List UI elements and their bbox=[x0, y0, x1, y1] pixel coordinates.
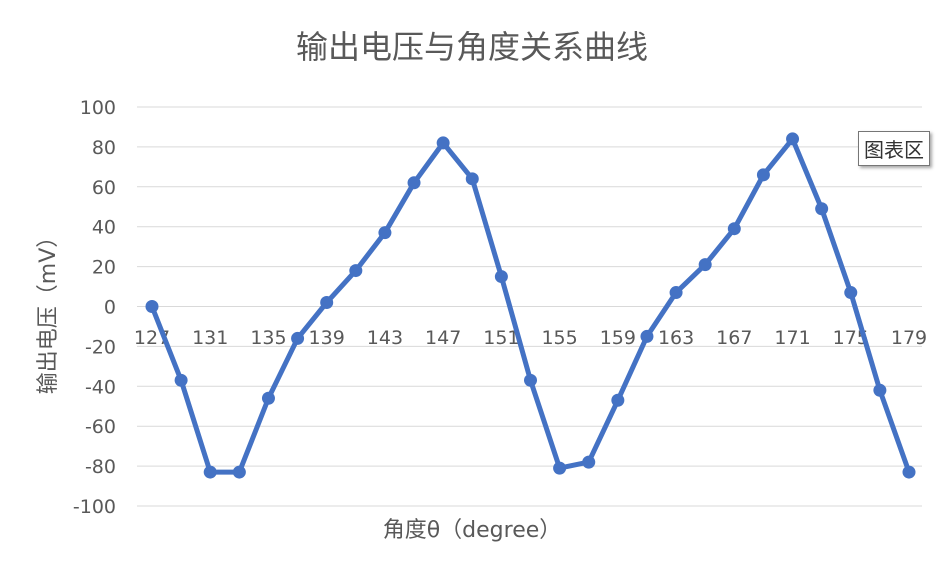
x-tick-label: 155 bbox=[541, 327, 577, 349]
x-tick-label: 163 bbox=[658, 327, 694, 349]
x-tick-label: 159 bbox=[600, 327, 636, 349]
y-tick-label: -20 bbox=[85, 336, 116, 358]
data-point[interactable] bbox=[378, 226, 392, 240]
data-point[interactable] bbox=[320, 296, 334, 310]
data-point[interactable] bbox=[407, 176, 421, 190]
data-point[interactable] bbox=[786, 132, 800, 146]
y-tick-label: 20 bbox=[92, 257, 116, 279]
x-tick-label: 179 bbox=[891, 327, 927, 349]
y-tick-label: -80 bbox=[85, 456, 116, 478]
chart-title: 输出电压与角度关系曲线 bbox=[295, 28, 648, 66]
chart-area-tooltip: 图表区 bbox=[858, 131, 930, 166]
data-point[interactable] bbox=[669, 286, 683, 300]
data-point[interactable] bbox=[553, 461, 567, 475]
data-point[interactable] bbox=[291, 331, 305, 345]
data-point[interactable] bbox=[465, 172, 479, 186]
data-point[interactable] bbox=[756, 168, 770, 182]
x-tick-label: 131 bbox=[192, 327, 228, 349]
y-tick-label: -100 bbox=[73, 496, 116, 518]
data-point[interactable] bbox=[174, 373, 188, 387]
data-point[interactable] bbox=[844, 286, 858, 300]
y-tick-label: 100 bbox=[80, 97, 116, 119]
data-point[interactable] bbox=[815, 202, 829, 216]
x-tick-label: 171 bbox=[774, 327, 810, 349]
x-tick-label: 135 bbox=[250, 327, 286, 349]
data-point[interactable] bbox=[436, 136, 450, 150]
data-point[interactable] bbox=[145, 300, 159, 313]
x-tick-label: 175 bbox=[833, 327, 869, 349]
data-point[interactable] bbox=[232, 465, 246, 479]
x-tick-label: 139 bbox=[309, 327, 345, 349]
x-tick-label: 143 bbox=[367, 327, 403, 349]
data-point[interactable] bbox=[582, 455, 596, 469]
data-point[interactable] bbox=[611, 393, 625, 407]
data-point[interactable] bbox=[349, 264, 363, 278]
data-point[interactable] bbox=[727, 222, 741, 236]
data-point[interactable] bbox=[203, 465, 217, 479]
x-tick-label: 151 bbox=[483, 327, 519, 349]
data-point[interactable] bbox=[524, 373, 537, 387]
data-point[interactable] bbox=[873, 383, 887, 397]
x-tick-label: 167 bbox=[716, 327, 752, 349]
data-point[interactable] bbox=[640, 329, 654, 343]
y-tick-label: 60 bbox=[92, 177, 116, 199]
y-tick-label: 40 bbox=[92, 217, 116, 239]
data-point[interactable] bbox=[698, 258, 712, 272]
data-point[interactable] bbox=[261, 391, 275, 405]
data-point[interactable] bbox=[494, 270, 508, 284]
series-line[interactable] bbox=[149, 136, 912, 475]
x-tick-label: 147 bbox=[425, 327, 461, 349]
y-tick-label: -60 bbox=[85, 416, 116, 438]
y-tick-label: -40 bbox=[85, 376, 116, 398]
y-tick-label: 80 bbox=[92, 137, 116, 159]
x-axis-title: 角度θ（degree） bbox=[382, 518, 562, 543]
data-point[interactable] bbox=[902, 465, 916, 479]
y-tick-label: 0 bbox=[104, 297, 116, 319]
